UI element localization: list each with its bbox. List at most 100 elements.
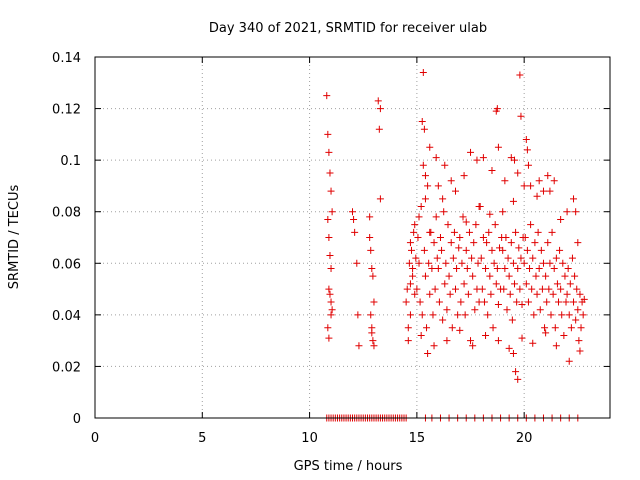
data-point bbox=[434, 182, 442, 190]
data-point bbox=[563, 208, 571, 216]
data-point bbox=[520, 259, 528, 267]
data-point bbox=[428, 264, 436, 272]
data-point bbox=[511, 280, 519, 288]
data-point bbox=[328, 208, 336, 216]
data-point bbox=[367, 311, 375, 319]
data-point bbox=[542, 329, 550, 337]
data-point bbox=[543, 298, 551, 306]
data-point bbox=[526, 264, 534, 272]
chart-title: Day 340 of 2021, SRMTID for receiver ula… bbox=[209, 21, 487, 36]
data-point bbox=[465, 228, 473, 236]
data-point bbox=[325, 234, 333, 241]
data-point bbox=[572, 208, 580, 216]
data-point bbox=[507, 154, 515, 162]
data-point bbox=[418, 117, 426, 125]
data-point bbox=[544, 172, 552, 180]
data-point bbox=[424, 182, 432, 190]
data-point bbox=[494, 143, 502, 151]
data-point bbox=[366, 213, 374, 221]
data-point bbox=[502, 234, 510, 241]
data-point bbox=[537, 246, 545, 254]
y-axis-label: SRMTID / TECUs bbox=[7, 185, 22, 290]
y-tick-label: 0.12 bbox=[52, 103, 81, 118]
data-point bbox=[568, 254, 576, 262]
data-point bbox=[448, 324, 456, 332]
data-point bbox=[482, 331, 490, 339]
data-point bbox=[576, 347, 584, 355]
data-point bbox=[471, 306, 479, 314]
data-point bbox=[500, 285, 508, 293]
data-point bbox=[442, 259, 450, 267]
data-point bbox=[415, 213, 423, 221]
data-point bbox=[444, 221, 452, 229]
x-tick-label: 10 bbox=[301, 431, 318, 446]
data-point bbox=[527, 221, 535, 229]
data-point bbox=[489, 324, 497, 332]
data-point bbox=[440, 208, 448, 216]
data-point bbox=[354, 311, 362, 319]
data-point bbox=[441, 161, 449, 169]
data-point bbox=[486, 210, 494, 218]
y-tick-label: 0.14 bbox=[52, 51, 81, 66]
data-point bbox=[326, 252, 334, 260]
data-point bbox=[474, 259, 482, 267]
data-point bbox=[420, 246, 428, 254]
data-point bbox=[552, 342, 560, 350]
data-point bbox=[470, 239, 478, 247]
data-point bbox=[473, 156, 481, 164]
data-point bbox=[534, 228, 542, 236]
data-point bbox=[514, 264, 522, 272]
data-point bbox=[459, 213, 467, 221]
data-point bbox=[483, 239, 491, 247]
data-point bbox=[523, 246, 531, 254]
x-tick-label: 5 bbox=[198, 431, 206, 446]
data-point bbox=[571, 272, 579, 280]
data-point bbox=[561, 272, 569, 280]
data-point bbox=[490, 259, 498, 267]
data-point bbox=[501, 264, 509, 272]
y-tick-label: 0.1 bbox=[60, 154, 81, 169]
data-point bbox=[529, 254, 537, 262]
data-point bbox=[574, 239, 582, 247]
data-point bbox=[560, 331, 568, 339]
data-point bbox=[413, 285, 421, 293]
data-point bbox=[426, 228, 434, 236]
data-point bbox=[518, 334, 526, 342]
data-point bbox=[438, 246, 446, 254]
data-point bbox=[458, 259, 466, 267]
data-point bbox=[370, 298, 378, 306]
data-point bbox=[486, 272, 494, 280]
data-point bbox=[323, 92, 331, 100]
y-tick-label: 0.02 bbox=[52, 360, 81, 375]
data-point bbox=[491, 221, 499, 229]
data-point bbox=[414, 234, 422, 241]
data-point bbox=[547, 311, 555, 319]
data-point bbox=[541, 324, 549, 332]
data-point bbox=[479, 234, 487, 241]
data-point bbox=[403, 285, 411, 293]
plot-frame bbox=[94, 56, 611, 419]
data-point bbox=[535, 264, 543, 272]
data-point bbox=[421, 195, 429, 203]
data-point bbox=[484, 311, 492, 319]
data-point bbox=[539, 187, 547, 195]
data-point bbox=[326, 290, 334, 298]
grid bbox=[95, 57, 610, 418]
data-point bbox=[452, 187, 459, 195]
data-point bbox=[419, 161, 427, 169]
data-point bbox=[419, 68, 427, 76]
data-point bbox=[423, 324, 431, 332]
data-point bbox=[461, 311, 469, 319]
data-point bbox=[420, 125, 428, 133]
data-point bbox=[324, 215, 332, 223]
data-point bbox=[524, 298, 532, 306]
data-point bbox=[443, 306, 451, 314]
x-axis-label: GPS time / hours bbox=[294, 459, 403, 474]
data-point bbox=[545, 285, 553, 293]
data-point bbox=[409, 264, 417, 272]
data-point bbox=[485, 228, 493, 236]
data-point bbox=[505, 272, 513, 280]
data-point bbox=[551, 324, 559, 332]
data-point bbox=[530, 311, 538, 319]
data-point bbox=[445, 272, 453, 280]
